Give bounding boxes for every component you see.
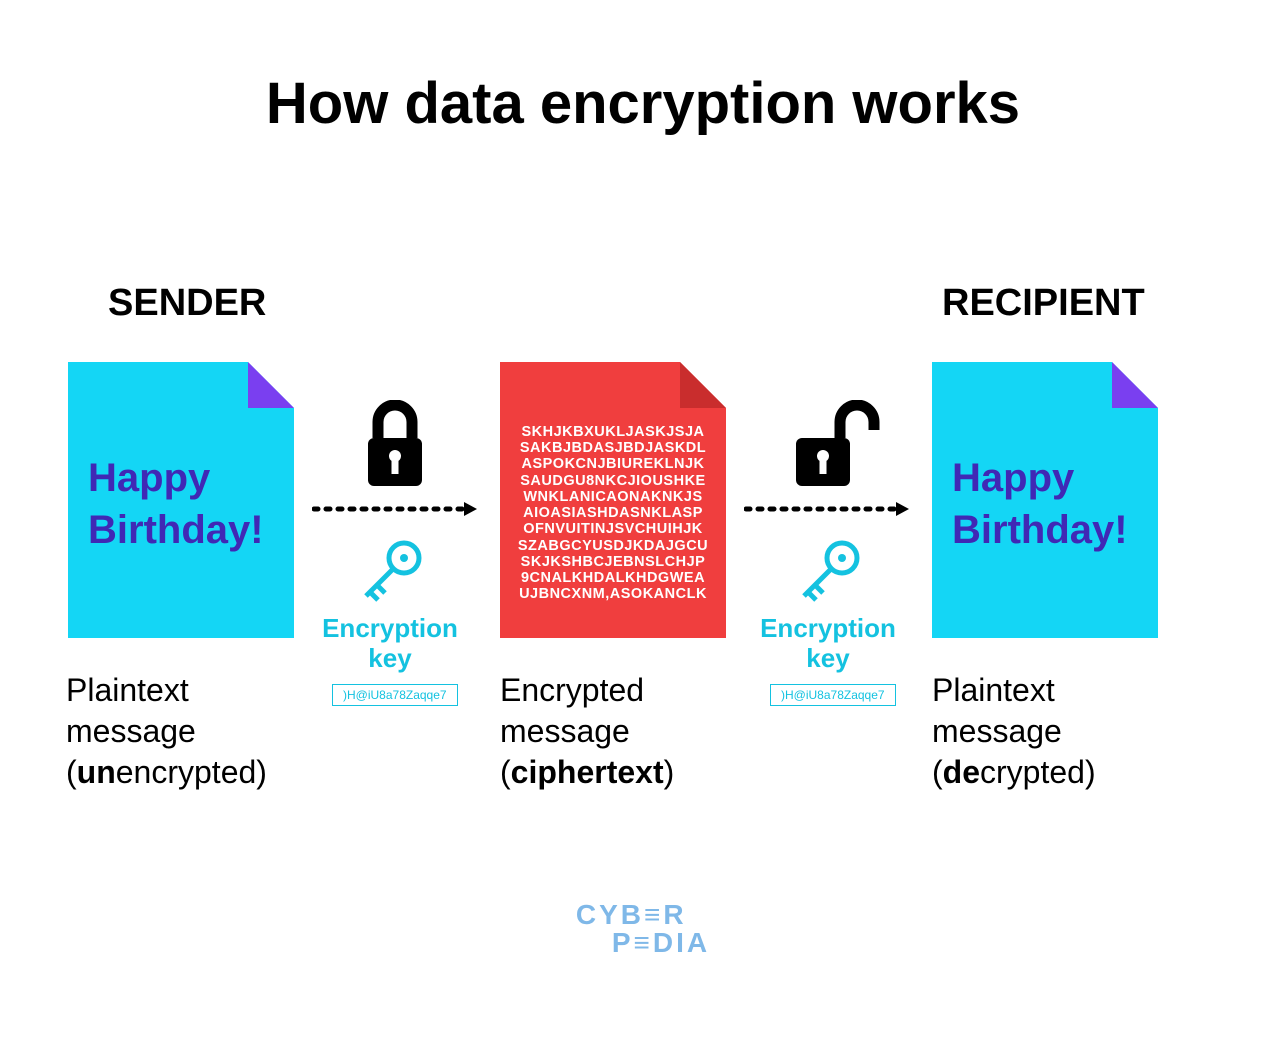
document-fold-icon xyxy=(680,362,726,408)
cyberpedia-logo: CYB≡R P≡DIA xyxy=(576,901,710,957)
arrow-icon xyxy=(312,502,477,516)
key-icon xyxy=(354,536,426,608)
lock-closed-icon xyxy=(364,400,426,488)
recipient-label: RECIPIENT xyxy=(942,282,1145,325)
recipient-caption: Plaintext message (decrypted) xyxy=(932,670,1162,793)
ciphertext-content: SKHJKBXUKLJASKJSJASAKBJBDASJBDJASKDLASPO… xyxy=(500,424,726,603)
logo-line: CYB≡R xyxy=(576,901,710,929)
encryption-key-code: )H@iU8a78Zaqqe7 xyxy=(770,684,896,706)
plaintext-content: HappyBirthday! xyxy=(952,452,1128,556)
document-fold-icon xyxy=(248,362,294,408)
encryption-key-label: Encryptionkey xyxy=(320,614,460,674)
encrypted-document: SKHJKBXUKLJASKJSJASAKBJBDASJBDJASKDLASPO… xyxy=(500,362,726,638)
caption-text: ) xyxy=(664,754,675,790)
key-icon xyxy=(792,536,864,608)
caption-bold: ciphertext xyxy=(511,754,664,790)
plaintext-content: HappyBirthday! xyxy=(88,452,264,556)
caption-bold: un xyxy=(77,754,116,790)
encryption-key-label: Encryptionkey xyxy=(758,614,898,674)
sender-caption: Plaintext message (unencrypted) xyxy=(66,670,296,793)
logo-line: P≡DIA xyxy=(576,929,710,957)
sender-label: SENDER xyxy=(108,282,266,325)
encryption-key-code: )H@iU8a78Zaqqe7 xyxy=(332,684,458,706)
caption-text: crypted) xyxy=(980,754,1096,790)
arrow-icon xyxy=(744,502,909,516)
lock-open-icon xyxy=(792,400,880,488)
cipher-caption: Encrypted message (ciphertext) xyxy=(500,670,730,793)
document-fold-icon xyxy=(1112,362,1158,408)
encryption-key-block xyxy=(330,536,450,613)
recipient-document: HappyBirthday! xyxy=(932,362,1158,638)
caption-bold: de xyxy=(943,754,980,790)
encryption-key-block xyxy=(768,536,888,613)
caption-text: encrypted) xyxy=(116,754,267,790)
page-title: How data encryption works xyxy=(0,70,1286,137)
sender-document: HappyBirthday! xyxy=(68,362,294,638)
